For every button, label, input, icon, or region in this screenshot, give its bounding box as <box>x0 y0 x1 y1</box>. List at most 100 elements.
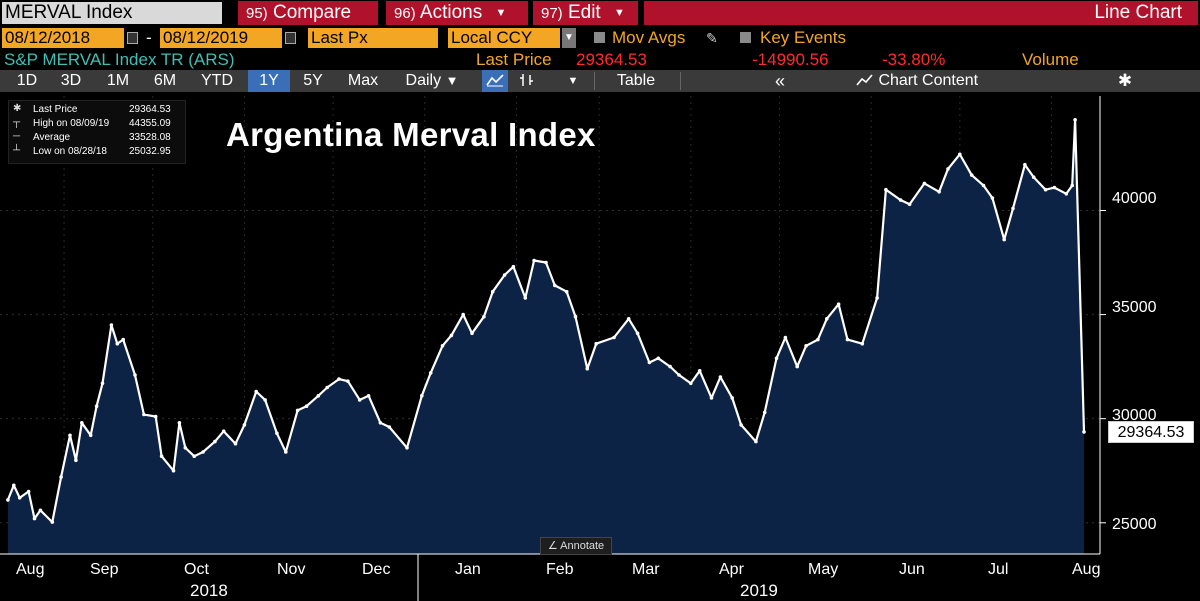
price-point <box>677 373 681 377</box>
price-point <box>74 458 78 463</box>
price-point <box>626 317 631 321</box>
frequency-select[interactable]: Daily ▼ <box>394 70 470 92</box>
period-max-button[interactable]: Max <box>347 72 379 89</box>
table-button[interactable]: Table <box>616 72 656 89</box>
price-point <box>316 394 321 398</box>
collapse-double-chevron-icon[interactable]: « <box>774 71 785 91</box>
price-point <box>201 450 205 454</box>
price-point <box>177 421 182 425</box>
calendar-icon[interactable] <box>285 32 296 44</box>
price-point <box>378 421 383 425</box>
price-point <box>461 312 466 317</box>
legend-label: Last Price <box>33 104 78 115</box>
price-point <box>26 489 31 494</box>
price-point <box>346 379 350 384</box>
price-point <box>94 404 99 409</box>
legend-value: 25032.95 <box>129 146 171 157</box>
annotate-button[interactable]: ∠ Annotate <box>540 537 612 555</box>
volume-label: Volume <box>1022 50 1079 69</box>
chart-style-chevron-down-icon[interactable]: ▼ <box>567 75 579 87</box>
price-point <box>585 366 590 371</box>
end-date-field[interactable]: 08/12/2019 <box>160 28 282 48</box>
price-point <box>153 414 158 419</box>
period-1y-button[interactable]: 1Y <box>248 70 290 92</box>
y-tick-label: 30000 <box>1112 407 1157 424</box>
start-date-field[interactable]: 08/12/2018 <box>2 28 124 48</box>
period-1m-button[interactable]: 1M <box>106 72 130 89</box>
price-point <box>502 273 507 277</box>
price-point <box>898 198 903 202</box>
price-point <box>192 454 196 459</box>
low-marker-icon: ┴ <box>13 145 21 156</box>
calendar-icon[interactable] <box>127 32 138 44</box>
edit-menu-button[interactable]: 97) Edit ▼ <box>533 1 638 25</box>
x-tick-label: Feb <box>546 561 574 578</box>
gear-icon[interactable]: ✱ <box>1117 71 1133 90</box>
legend-value: 33528.08 <box>129 132 171 143</box>
period-1d-button[interactable]: 1D <box>16 72 38 89</box>
price-point <box>304 404 309 409</box>
compare-menu-button[interactable]: 95) Compare <box>238 1 378 25</box>
chart-type-label: Line Chart <box>644 1 1198 25</box>
chart-content-button[interactable]: Chart Content <box>856 70 1006 92</box>
price-chart <box>0 96 1106 601</box>
key-events-label: Key Events <box>760 28 846 47</box>
x-tick-label: Nov <box>277 561 306 578</box>
price-point <box>907 202 912 207</box>
price-point <box>1070 183 1074 188</box>
x-tick-label: Dec <box>362 561 391 578</box>
price-point <box>697 369 702 373</box>
x-tick-label: Sep <box>90 561 119 578</box>
chevron-down-icon[interactable]: ▼ <box>562 28 576 48</box>
toolbar-divider <box>594 72 595 90</box>
price-point <box>142 412 146 417</box>
price-point <box>573 314 578 319</box>
price-point <box>88 433 93 438</box>
x-tick-label: Oct <box>184 561 209 578</box>
mov-avgs-checkbox[interactable] <box>594 32 605 43</box>
price-point <box>594 341 598 346</box>
price-point <box>183 446 188 450</box>
price-point <box>263 398 267 402</box>
edit-menu-label: Edit <box>567 2 601 23</box>
edit-menu-number: 97) <box>541 5 563 22</box>
last-price-value: 29364.53 <box>576 50 647 69</box>
price-point <box>275 431 279 436</box>
price-point <box>1023 162 1027 167</box>
price-point <box>337 377 341 381</box>
currency-select[interactable]: Local CCY <box>448 28 560 48</box>
line-chart-style-icon[interactable] <box>482 70 508 92</box>
ticker-field[interactable]: MERVAL Index <box>2 2 222 24</box>
x-tick-label: May <box>808 561 839 578</box>
price-point <box>254 389 258 394</box>
price-point <box>739 423 743 427</box>
period-6m-button[interactable]: 6M <box>153 72 177 89</box>
key-events-checkbox[interactable] <box>740 32 751 43</box>
price-point <box>233 441 238 446</box>
legend-value: 44355.09 <box>129 118 171 129</box>
period-ytd-button[interactable]: YTD <box>201 72 233 89</box>
price-point <box>32 516 37 521</box>
average-marker-icon: ─ <box>13 131 21 142</box>
x-tick-label: Jul <box>988 561 1009 578</box>
price-point <box>523 296 528 300</box>
price-point <box>449 333 454 338</box>
price-point <box>825 317 829 321</box>
legend-last-price: Last Price <box>33 103 77 117</box>
price-point <box>668 364 672 369</box>
y-axis-ticks <box>1100 210 1106 524</box>
period-3d-button[interactable]: 3D <box>60 72 82 89</box>
bar-chart-style-icon[interactable] <box>514 70 540 92</box>
actions-menu-button[interactable]: 96) Actions ▼ <box>386 1 528 25</box>
y-tick-label: 25000 <box>1112 516 1157 533</box>
pencil-icon[interactable]: ✎ <box>706 30 718 46</box>
price-point <box>647 360 652 365</box>
period-5y-button[interactable]: 5Y <box>303 72 323 89</box>
mov-avgs-label: Mov Avgs <box>612 28 686 47</box>
price-field-select[interactable]: Last Px <box>308 28 438 48</box>
last-price-label: Last Price <box>476 50 552 69</box>
price-point <box>884 187 888 192</box>
price-point <box>804 344 808 348</box>
price-point <box>981 183 986 188</box>
price-point <box>17 496 22 500</box>
